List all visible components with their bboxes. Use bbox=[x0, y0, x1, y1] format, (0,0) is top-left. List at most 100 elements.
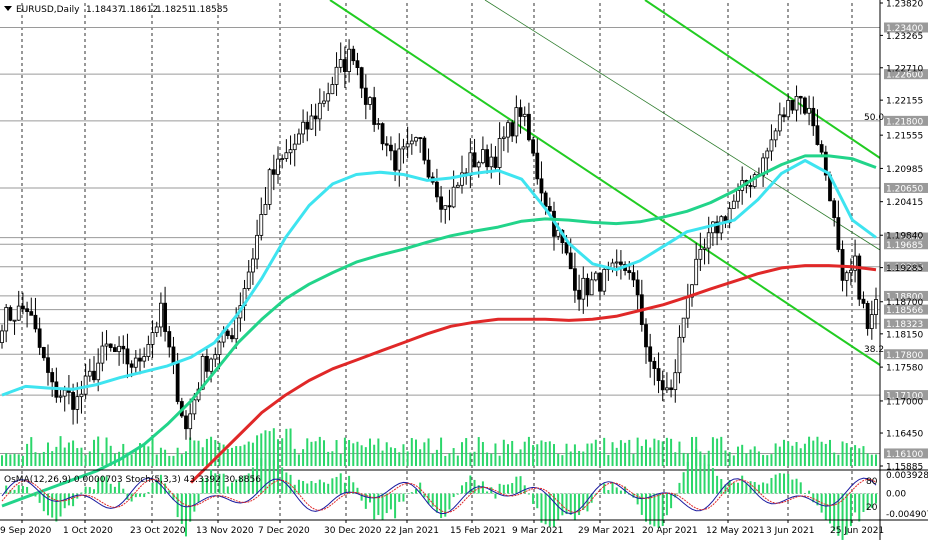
osma-bar bbox=[515, 476, 518, 494]
candle-bear bbox=[129, 363, 134, 368]
osma-bar bbox=[477, 485, 480, 494]
osma-bar bbox=[703, 463, 706, 494]
candle-bull bbox=[301, 121, 305, 135]
candle-bull bbox=[769, 139, 774, 152]
osma-bar bbox=[745, 482, 748, 494]
osma-bar bbox=[394, 493, 397, 519]
osma-bar bbox=[13, 489, 16, 494]
volume-bar bbox=[339, 453, 342, 466]
volume-bar bbox=[314, 441, 317, 466]
osma-bar bbox=[795, 478, 798, 494]
candle-bear bbox=[660, 380, 665, 391]
osma-bar bbox=[389, 493, 392, 510]
volume-bar bbox=[243, 444, 246, 466]
volume-bar bbox=[34, 452, 37, 466]
volume-bar bbox=[469, 452, 472, 466]
osma-bar bbox=[636, 493, 639, 505]
volume-bar bbox=[770, 454, 773, 466]
osma-bar bbox=[599, 493, 601, 495]
volume-bar bbox=[423, 442, 426, 466]
osma-bar bbox=[473, 479, 476, 494]
candle-bull bbox=[142, 356, 147, 362]
osma-bar bbox=[502, 484, 505, 494]
osma-bar bbox=[770, 477, 773, 494]
candle-bull bbox=[376, 123, 381, 126]
osma-bar bbox=[348, 475, 351, 494]
candle-bear bbox=[439, 196, 443, 210]
x-tick-label: 7 Dec 2020 bbox=[258, 526, 310, 536]
candle-bull bbox=[460, 172, 464, 186]
osma-bar bbox=[741, 475, 744, 494]
volume-bar bbox=[323, 440, 325, 466]
candle-bull bbox=[259, 214, 264, 236]
candle-bear bbox=[447, 205, 452, 208]
osma-bar bbox=[686, 461, 689, 494]
candle-bull bbox=[334, 66, 339, 85]
volume-bar bbox=[515, 453, 518, 466]
osma-bar bbox=[665, 493, 668, 516]
osma-bar bbox=[42, 493, 45, 512]
volume-bar bbox=[573, 444, 576, 466]
candle-bull bbox=[87, 370, 92, 377]
high-value: 1.18612 bbox=[121, 5, 158, 15]
osma-bar bbox=[226, 486, 229, 494]
candle-bear bbox=[225, 330, 230, 336]
volume-bar bbox=[1, 455, 3, 466]
dropdown-arrow-icon[interactable] bbox=[4, 6, 12, 11]
osma-bar bbox=[594, 493, 597, 496]
price-level-tag bbox=[884, 22, 928, 33]
osma-bar bbox=[268, 452, 271, 494]
volume-bar bbox=[297, 454, 300, 466]
volume-bar bbox=[205, 438, 208, 466]
osma-bar bbox=[51, 493, 54, 518]
y-tick-label: 1.19840 bbox=[886, 232, 923, 242]
candle-bull bbox=[246, 271, 251, 289]
candle-bull bbox=[58, 395, 63, 398]
volume-bar bbox=[833, 452, 836, 466]
osma-bar bbox=[527, 493, 530, 495]
volume-bar bbox=[13, 453, 16, 466]
candle-bull bbox=[347, 48, 351, 72]
x-tick-label: 20 Apr 2021 bbox=[642, 526, 698, 536]
volume-bar bbox=[38, 453, 41, 466]
osma-bar bbox=[787, 473, 790, 494]
candle-bear bbox=[518, 107, 523, 117]
y-tick-label: 1.17000 bbox=[886, 397, 923, 407]
candle-bull bbox=[869, 314, 874, 329]
volume-bar bbox=[109, 445, 112, 466]
volume-bar bbox=[599, 451, 601, 466]
candle-bear bbox=[564, 242, 569, 254]
candle-bear bbox=[37, 328, 42, 348]
volume-bar bbox=[849, 447, 852, 466]
candle-bull bbox=[844, 272, 849, 281]
price-level-label: 1.17800 bbox=[886, 351, 923, 361]
price-level-label: 1.23400 bbox=[886, 24, 923, 34]
osma-bar bbox=[38, 493, 41, 503]
volume-bar bbox=[21, 455, 24, 466]
volume-bar bbox=[661, 441, 664, 466]
x-tick-label: 15 Feb 2021 bbox=[450, 526, 506, 536]
volume-bar bbox=[724, 450, 727, 466]
volume-bar bbox=[824, 443, 827, 466]
candle-bull bbox=[405, 143, 410, 148]
osma-bar bbox=[327, 483, 330, 494]
volume-bar bbox=[72, 440, 75, 466]
osma-bar bbox=[849, 493, 852, 527]
candle-bull bbox=[736, 189, 740, 202]
volume-bar bbox=[176, 447, 179, 466]
oscillator-panel bbox=[0, 449, 928, 540]
osma-bar bbox=[875, 493, 877, 504]
candle-bear bbox=[21, 305, 25, 310]
candle-bear bbox=[635, 279, 640, 296]
volume-bar bbox=[364, 447, 367, 466]
candle-bear bbox=[205, 355, 209, 372]
candle-bull bbox=[514, 107, 519, 137]
volume-bar bbox=[17, 454, 20, 466]
osma-bar bbox=[84, 486, 87, 494]
y-tick-label: 1.15885 bbox=[886, 463, 923, 473]
osma-bar bbox=[59, 493, 62, 517]
osma-bar bbox=[377, 493, 380, 516]
volume-bar bbox=[716, 438, 719, 466]
osma-bar bbox=[260, 458, 263, 494]
candle-bear bbox=[598, 272, 602, 292]
